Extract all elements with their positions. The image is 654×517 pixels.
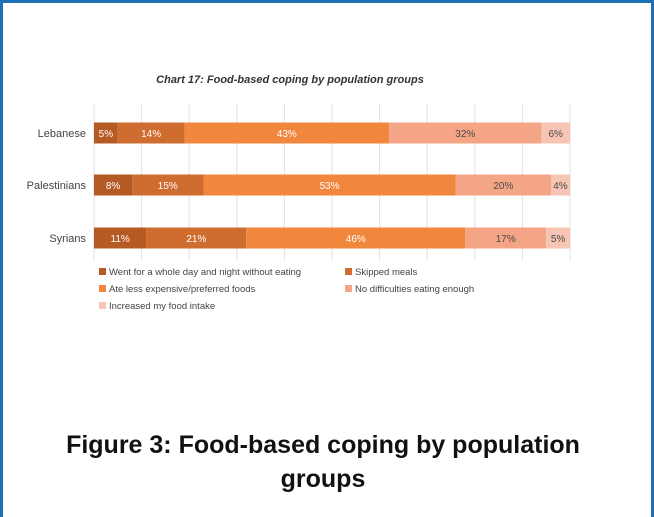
chart-bars: 5% 14% 43% 32% 6% 8% 15% 53% 20% 4% 11% 21% 46% 17% 5%: [94, 122, 570, 249]
figure-caption-line-2: groups: [280, 465, 366, 493]
legend-swatch: [99, 302, 106, 309]
bar-value-label: 21%: [186, 234, 206, 245]
legend-label: Skipped meals: [355, 267, 418, 278]
bar-segment: [541, 122, 570, 144]
stacked-bar-chart: Chart 17: Food-based coping by populatio…: [27, 74, 571, 312]
bar-value-label: 5%: [99, 129, 114, 140]
legend-swatch: [99, 285, 106, 292]
figure-caption: Figure 3: Food-based coping by populatio…: [23, 428, 623, 496]
bar-segment: [94, 122, 118, 144]
figure-caption-line-1: Figure 3: Food-based coping by populatio…: [66, 431, 580, 459]
bar-value-label: 14%: [141, 129, 161, 140]
bar-value-label: 32%: [455, 129, 475, 140]
category-label: Palestinians: [27, 180, 87, 192]
bar-segment: [94, 174, 133, 196]
bar-segment: [132, 174, 204, 196]
bar-value-label: 46%: [346, 234, 366, 245]
legend-label: Ate less expensive/preferred foods: [109, 284, 256, 295]
bar-value-label: 6%: [548, 129, 563, 140]
legend-label: Increased my food intake: [109, 301, 215, 312]
bar-segment: [246, 227, 466, 249]
legend-label: No difficulties eating enough: [355, 284, 474, 295]
bar-segment: [455, 174, 551, 196]
bar-value-label: 8%: [106, 181, 121, 192]
bar-segment: [203, 174, 456, 196]
chart-title: Chart 17: Food-based coping by populatio…: [156, 74, 424, 86]
bar-segment: [117, 122, 185, 144]
bar-segment: [389, 122, 542, 144]
bar-value-label: 53%: [320, 181, 340, 192]
legend-label: Went for a whole day and night without e…: [109, 267, 301, 278]
bar-value-label: 11%: [111, 234, 130, 245]
bar-value-label: 17%: [496, 234, 516, 245]
bar-segment: [184, 122, 390, 144]
bar-segment: [146, 227, 247, 249]
bar-value-label: 15%: [158, 181, 178, 192]
bar-segment: [546, 227, 570, 249]
bar-value-label: 5%: [551, 234, 566, 245]
bar-value-label: 20%: [493, 181, 513, 192]
legend-swatch: [99, 268, 106, 275]
bar-segment: [94, 227, 147, 249]
category-labels: Lebanese Palestinians Syrians: [27, 128, 87, 245]
chart-legend: Went for a whole day and night without e…: [99, 267, 474, 312]
bar-value-label: 43%: [277, 129, 297, 140]
category-label: Lebanese: [38, 128, 86, 140]
legend-swatch: [345, 268, 352, 275]
bar-segment: [465, 227, 547, 249]
bar-segment: [550, 174, 570, 196]
legend-swatch: [345, 285, 352, 292]
category-label: Syrians: [49, 233, 86, 245]
bar-value-label: 4%: [553, 181, 568, 192]
